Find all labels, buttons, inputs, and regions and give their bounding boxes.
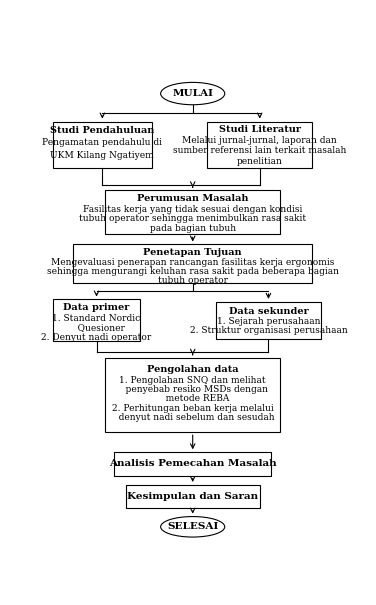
Text: 1. Standard Nordic: 1. Standard Nordic [52,314,141,323]
Text: sehingga mengurangi keluhan rasa sakit pada beberapa bagian: sehingga mengurangi keluhan rasa sakit p… [47,267,339,276]
Text: Melalui jurnal-jurnal, laporan dan: Melalui jurnal-jurnal, laporan dan [182,136,337,145]
Text: metode REBA: metode REBA [156,394,229,403]
Text: pada bagian tubuh: pada bagian tubuh [150,224,236,233]
Text: Pengolahan data: Pengolahan data [147,365,238,374]
Text: 2. Perhitungan beban kerja melalui: 2. Perhitungan beban kerja melalui [112,404,274,413]
Text: penyebab resiko MSDs dengan: penyebab resiko MSDs dengan [117,385,268,394]
Text: Fasilitas kerja yang tidak sesuai dengan kondisi: Fasilitas kerja yang tidak sesuai dengan… [83,204,302,214]
Text: sumber referensi lain terkait masalah: sumber referensi lain terkait masalah [173,146,346,155]
Text: Data sekunder: Data sekunder [229,307,308,316]
Text: 2. Struktur organisasi perusahaan: 2. Struktur organisasi perusahaan [190,326,347,335]
Text: tubuh operator: tubuh operator [158,276,228,286]
Text: denyut nadi sebelum dan sesudah: denyut nadi sebelum dan sesudah [111,413,275,422]
Text: tubuh operator sehingga menimbulkan rasa sakit: tubuh operator sehingga menimbulkan rasa… [79,214,306,223]
Text: MULAI: MULAI [172,89,213,98]
Text: Kesimpulan dan Saran: Kesimpulan dan Saran [127,492,258,501]
Text: 2. Denyut nadi operator: 2. Denyut nadi operator [41,333,152,342]
Text: Mengevaluasi penerapan rancangan fasilitas kerja ergonomis: Mengevaluasi penerapan rancangan fasilit… [51,258,334,267]
Text: SELESAI: SELESAI [167,522,218,531]
Text: Pengamatan pendahulu di: Pengamatan pendahulu di [42,138,162,147]
Text: Studi Literatur: Studi Literatur [219,125,301,134]
Text: Perumusan Masalah: Perumusan Masalah [137,194,249,203]
Text: Studi Pendahuluan: Studi Pendahuluan [50,126,155,136]
Text: Data primer: Data primer [63,303,130,312]
Text: penelitian: penelitian [237,157,283,166]
Text: 1. Pengolahan SNQ dan melihat: 1. Pengolahan SNQ dan melihat [120,376,266,385]
Text: Analisis Pemecahan Masalah: Analisis Pemecahan Masalah [109,459,276,468]
Text: 1. Sejarah perusahaan: 1. Sejarah perusahaan [217,317,320,326]
Text: Penetapan Tujuan: Penetapan Tujuan [143,248,242,257]
Text: UKM Kilang Ngatiyem: UKM Kilang Ngatiyem [50,151,154,160]
Text: Quesioner: Quesioner [68,324,124,332]
